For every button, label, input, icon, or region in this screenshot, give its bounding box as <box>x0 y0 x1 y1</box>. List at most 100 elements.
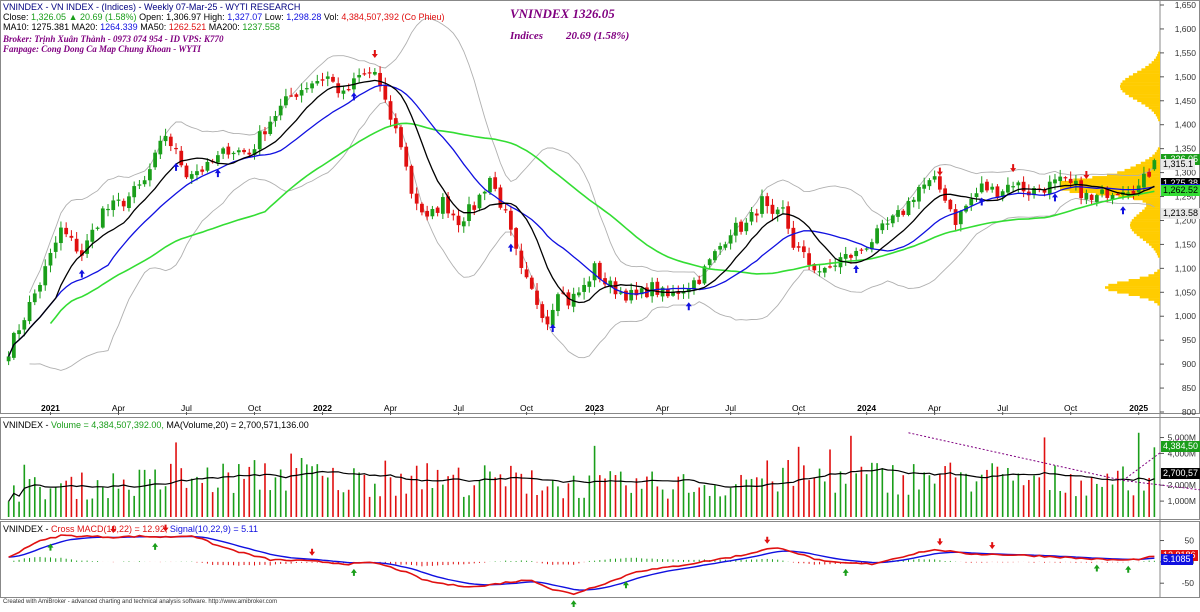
candle-body <box>770 204 775 214</box>
open-value: 1,306.97 <box>166 12 202 22</box>
volume-bar <box>190 478 193 517</box>
volume-bar <box>944 466 946 517</box>
candle-body <box>137 184 142 186</box>
candle-body <box>79 250 84 256</box>
candle-body <box>634 289 639 296</box>
volume-tag: 4,384,50 <box>1161 441 1200 453</box>
volume-bar <box>452 474 455 517</box>
volume-bar <box>682 474 685 517</box>
volume-bar <box>693 491 695 517</box>
candle-body <box>697 279 702 284</box>
volume-bar <box>478 480 481 517</box>
volume-bar <box>902 475 905 517</box>
candle-body <box>477 194 482 209</box>
candle-body <box>749 212 754 222</box>
time-tick-label: Jul <box>453 403 464 413</box>
volume-bar <box>159 489 162 517</box>
bollinger-lower-line <box>29 101 1155 371</box>
time-tick-label: Apr <box>928 403 941 413</box>
volume-bar <box>980 474 983 517</box>
candle-body <box>849 254 853 258</box>
volume-bar <box>86 499 88 517</box>
candle-body <box>64 227 69 235</box>
buy-arrow-icon <box>350 92 357 101</box>
volume-bar <box>342 492 345 517</box>
volume-profile-bar <box>1157 147 1160 150</box>
volume-bar <box>1028 479 1030 517</box>
volume-bar <box>49 488 52 517</box>
volume-bar <box>897 494 899 517</box>
candle-body <box>320 79 325 81</box>
volume-bar <box>965 473 967 517</box>
volume-bar <box>269 490 272 517</box>
broker-line: Broker: Trịnh Xuân Thành - 0973 074 954 … <box>3 34 224 44</box>
candle-body <box>168 136 173 147</box>
candle-body <box>38 285 42 292</box>
candle-body <box>582 284 586 292</box>
volume-bar <box>358 472 360 517</box>
volume-profile-bar <box>1118 195 1160 198</box>
volume-profile-bar <box>1132 97 1160 100</box>
macd-down-arrow-icon <box>162 524 169 532</box>
volume-profile-bar <box>1148 63 1160 67</box>
time-tick-label: Jul <box>997 403 1008 413</box>
candle-body <box>1000 191 1005 197</box>
sell-arrow-icon <box>936 167 943 176</box>
volume-profile-bar <box>1125 77 1160 81</box>
candle-body <box>231 152 236 155</box>
price-header-line3: MA10: 1275.381 MA20: 1264.339 MA50: 1262… <box>3 22 280 33</box>
candle-body <box>1126 192 1131 194</box>
volume-bar <box>635 478 638 517</box>
volume-prefix: VNINDEX - <box>3 420 52 430</box>
candle-body <box>27 301 32 322</box>
candle-body <box>613 281 618 295</box>
candle-body <box>69 235 74 238</box>
candle-body <box>1089 194 1094 200</box>
macd-tick-label: 50 <box>1185 536 1195 546</box>
candle-body <box>205 161 210 171</box>
macd-tick-label: -50 <box>1182 578 1195 588</box>
volume-bar <box>238 464 240 517</box>
volume-bar <box>578 497 580 517</box>
macd-down-arrow-icon <box>936 538 943 546</box>
volume-bar <box>735 484 737 517</box>
volume-profile-bar <box>1157 269 1160 273</box>
macd-up-arrow-icon <box>622 581 629 589</box>
volume-bar <box>217 487 219 517</box>
volume-bar <box>996 466 999 517</box>
close-label: Close: <box>3 12 29 22</box>
volume-bar <box>588 475 591 517</box>
candle-body <box>116 199 121 201</box>
candle-body <box>1142 173 1146 188</box>
candle-body <box>1042 189 1047 193</box>
volume-bar <box>813 477 816 517</box>
candle-body <box>284 96 288 106</box>
candle-body <box>1074 180 1078 185</box>
volume-profile-bar <box>1120 87 1160 91</box>
volume-bar <box>101 487 104 517</box>
price-tick-label: 1,400 <box>1175 120 1197 130</box>
candle-body <box>399 127 403 148</box>
big-title: VNINDEX 1326.05 <box>510 6 615 21</box>
candle-body <box>446 196 450 214</box>
volume-bar <box>860 466 863 517</box>
volume-bar <box>462 496 465 517</box>
candle-body <box>577 292 581 296</box>
candle-body <box>885 223 890 225</box>
candle-body <box>1131 190 1136 194</box>
volume-bar <box>876 463 878 517</box>
candle-body <box>587 281 592 287</box>
volume-bar <box>1064 492 1067 517</box>
volume-bar <box>646 476 648 517</box>
candle-body <box>252 149 257 155</box>
candle-body <box>456 215 461 226</box>
macd-down-arrow-icon <box>110 525 117 533</box>
volume-bar <box>117 488 120 517</box>
candle-body <box>22 320 27 330</box>
volume-bar <box>546 486 549 517</box>
candle-body <box>440 197 445 214</box>
volume-tick-label: 5,000M <box>1168 433 1196 443</box>
candle-body <box>608 280 613 286</box>
price-tick-label: 1,600 <box>1175 24 1197 34</box>
